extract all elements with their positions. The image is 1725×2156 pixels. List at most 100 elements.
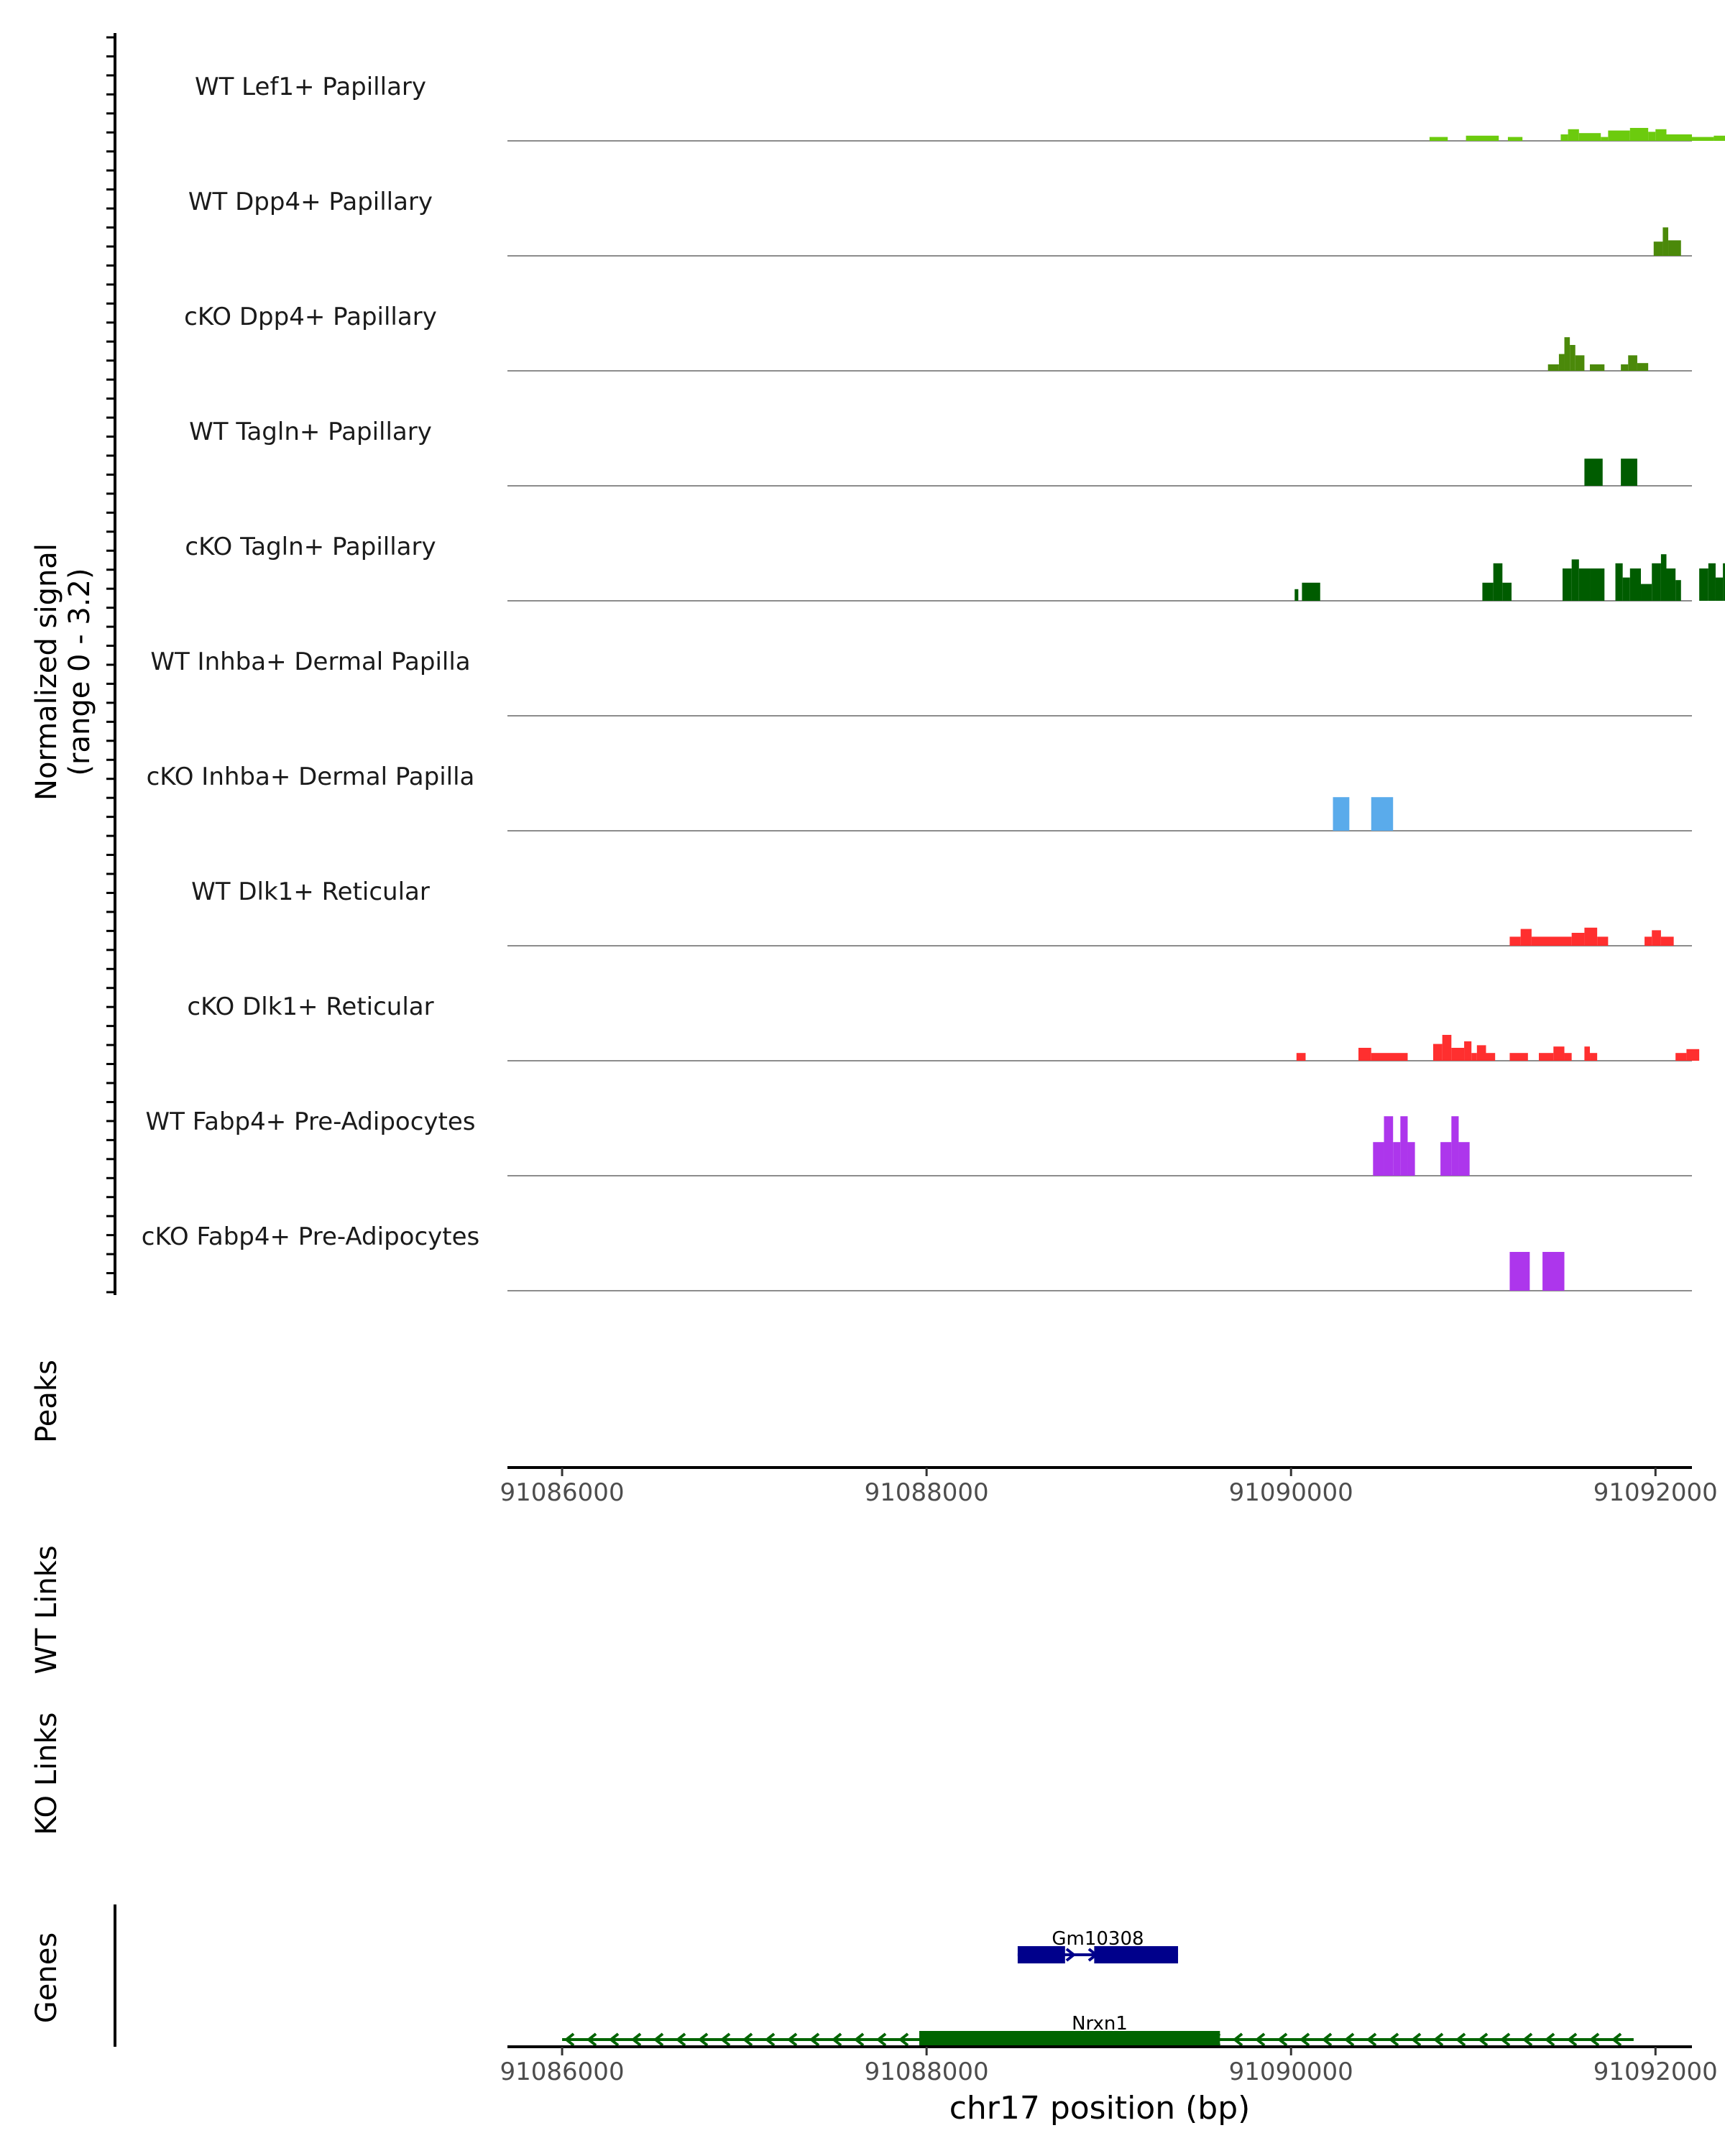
coverage-bar [1440,1142,1452,1176]
track-label: cKO Inhba+ Dermal Papilla [147,763,475,791]
coverage-bar [1558,354,1565,371]
coverage-bar [1509,1053,1528,1061]
peaks-x-axis-ticks: 91086000 91088000 91090000 91092000 [500,1468,1718,1507]
coverage-bar [1652,563,1661,601]
signal-y-axis-ticks [106,36,115,1294]
coverage-bar [1668,240,1681,256]
track: WT Inhba+ Dermal Papilla [150,648,1692,717]
coverage-bar [1653,241,1663,256]
strand-arrow [1254,2032,1266,2047]
strand-arrow [697,2032,709,2047]
strand-arrow [875,2032,887,2047]
track-label: cKO Fabp4+ Pre-Adipocytes [142,1222,480,1251]
coverage-bar [1486,1053,1496,1061]
coverage-bar [1708,563,1716,601]
x-tick-label: 91090000 [1229,1478,1353,1507]
coverage-bar [1507,137,1523,141]
coverage-bar [1333,797,1350,831]
coverage-bar [1520,929,1532,946]
strand-arrow [719,2032,731,2047]
coverage-bar [1458,1142,1470,1176]
gene: Gm10308 [1017,1928,1179,1963]
strand-arrow [1343,2032,1355,2047]
strand-arrow [1432,2032,1444,2047]
coverage-bar [1466,135,1499,141]
coverage-bar [1622,577,1630,601]
coverage-bar [1675,580,1681,601]
strand-arrow [1388,2032,1399,2047]
coverage-bar [1564,337,1570,371]
coverage-bar [1641,584,1652,601]
coverage-bar [1686,1049,1700,1061]
coverage-tracks: WT Lef1+ Papillary WT Dpp4+ Papillary cKO … [142,73,1725,1291]
strand-arrow [1065,1948,1077,1962]
coverage-bar [1539,1053,1554,1061]
coverage-bar [1502,582,1512,601]
coverage-bar [1590,364,1605,371]
coverage-bar [1578,568,1591,601]
coverage-bar [1442,1035,1452,1061]
coverage-bar [1471,1053,1477,1061]
coverage-bar [1553,1046,1565,1061]
coverage-bar [1464,1041,1472,1061]
strand-arrow [1299,2032,1310,2047]
x-tick-label: 91088000 [865,2058,989,2086]
strand-arrow [809,2032,820,2047]
coverage-bar [1644,936,1652,946]
coverage-bar [1509,936,1521,946]
genes-x-axis: 91086000 91088000 91090000 91092000 [500,2045,1718,2086]
coverage-bar [1584,927,1598,946]
track: cKO Inhba+ Dermal Papilla [147,763,1692,831]
strand-arrow [675,2032,686,2047]
strand-arrow [853,2032,865,2047]
coverage-bar [1590,568,1605,601]
coverage-bar [1652,930,1661,946]
coverage-bar [1476,1045,1486,1061]
coverage-bar [1568,129,1579,141]
strand-arrow [1477,2032,1489,2047]
gene: Nrxn1 [562,2013,1634,2048]
strand-arrow [1611,2032,1622,2047]
coverage-bar [1584,459,1603,486]
track-label: WT Fabp4+ Pre-Adipocytes [146,1107,476,1136]
strand-arrow [1366,2032,1377,2047]
coverage-bar [1615,563,1623,601]
track-label: WT Inhba+ Dermal Papilla [150,648,470,676]
coverage-bar [1493,563,1503,601]
coverage-bar [1400,1116,1408,1176]
genes-label: Genes [30,1932,63,2023]
track-label: cKO Dlk1+ Reticular [187,992,433,1021]
gene-track: Gm10308 Nrxn1 [562,1928,1634,2048]
track: cKO Fabp4+ Pre-Adipocytes [142,1222,1692,1291]
strand-arrow [564,2032,575,2047]
coverage-bar [1666,568,1676,601]
coverage-bar [1371,797,1394,831]
track: WT Lef1+ Papillary [195,73,1725,142]
coverage-bar [1429,137,1448,141]
coverage-bar [1531,936,1572,946]
coverage-bar [1584,1046,1591,1061]
gene-exon [1094,1946,1179,1963]
strand-arrow [742,2032,753,2047]
coverage-bar [1451,1048,1465,1061]
coverage-bar [1715,577,1724,601]
coverage-bar [1294,589,1299,601]
coverage-bar [1621,364,1629,371]
track: WT Dpp4+ Papillary [188,188,1692,257]
strand-arrow [653,2032,664,2047]
coverage-bar [1601,137,1609,141]
coverage-bar [1482,582,1494,601]
coverage-bar [1407,1142,1415,1176]
x-tick-label: 91086000 [500,2058,625,2086]
strand-arrow [1566,2032,1578,2047]
strand-arrow [898,2032,909,2047]
coverage-bar [1384,1116,1394,1176]
track: cKO Dlk1+ Reticular [187,992,1700,1061]
x-tick-label: 91086000 [500,1478,625,1507]
coverage-bar [1662,227,1669,256]
gene-name: Gm10308 [1052,1928,1144,1950]
strand-arrow [1276,2032,1288,2047]
coverage-bar [1570,345,1576,371]
